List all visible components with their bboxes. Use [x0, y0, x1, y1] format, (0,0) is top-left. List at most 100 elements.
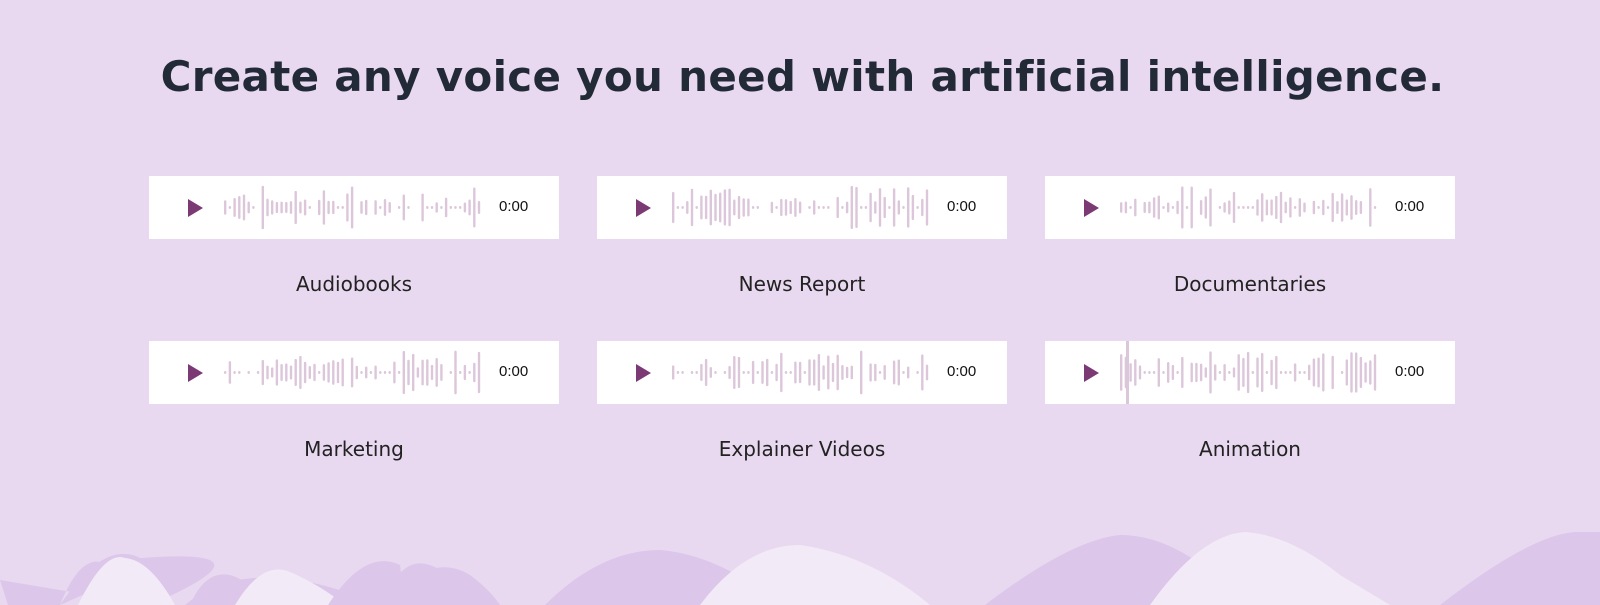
audio-player-marketing[interactable]: 0:00: [149, 341, 559, 404]
waveform-bar: [1289, 197, 1292, 218]
play-icon[interactable]: [188, 199, 203, 217]
waveform-bar: [813, 359, 816, 386]
waveform-bar: [916, 371, 919, 374]
playhead[interactable]: [1126, 341, 1129, 404]
waveform-bar: [271, 200, 274, 215]
waveform-bar: [907, 366, 910, 379]
waveform-bar: [1171, 364, 1175, 381]
waveform-bar: [1134, 359, 1137, 386]
waveform-bar: [308, 206, 311, 209]
waveform-bar: [1256, 199, 1259, 216]
waveform-bar: [318, 371, 321, 374]
waveform-bar: [1289, 371, 1292, 374]
audio-player-audiobooks[interactable]: 0:00: [149, 176, 559, 239]
waveform-bar: [770, 371, 774, 374]
playback-time: 0:00: [499, 363, 529, 380]
waveform-bar: [1331, 355, 1334, 390]
waveform-bar: [808, 206, 811, 209]
waveform-bar: [238, 371, 241, 374]
waveform-bar: [681, 371, 684, 374]
waveform-bar: [1204, 196, 1207, 219]
waveform-bar: [714, 371, 717, 374]
waveform-bar: [1256, 357, 1259, 388]
waveform-bar: [1298, 198, 1301, 217]
waveform-bar: [1251, 371, 1254, 374]
waveform-bar: [233, 198, 236, 217]
waveform-bar: [897, 359, 900, 386]
waveform-bar: [1284, 201, 1287, 214]
waveform-bar: [1204, 367, 1207, 378]
audio-player-news-report[interactable]: 0:00: [597, 176, 1007, 239]
player-label: Explainer Videos: [718, 437, 886, 461]
waveform-bar: [454, 350, 457, 395]
play-icon[interactable]: [636, 199, 651, 217]
waveform-bar: [426, 359, 429, 386]
waveform-bar: [1242, 206, 1245, 209]
waveform-bar: [1195, 362, 1198, 383]
waveform-bar: [921, 354, 924, 391]
waveform-bar: [430, 364, 434, 381]
waveform-bar: [1176, 371, 1179, 374]
waveform-seekbar[interactable]: [1119, 349, 1379, 396]
waveform-bar: [421, 359, 424, 386]
waveform-bar: [1326, 206, 1330, 209]
waveform-bar: [303, 361, 307, 384]
audio-player-animation[interactable]: 0:00: [1045, 341, 1455, 404]
play-icon[interactable]: [1084, 199, 1099, 217]
playback-time: 0:00: [499, 198, 529, 215]
play-icon[interactable]: [1084, 364, 1099, 382]
waveform-bar: [1162, 371, 1165, 374]
waveform-bar: [327, 200, 330, 215]
waveform-bar: [925, 364, 929, 381]
waveform-seekbar[interactable]: [223, 349, 483, 396]
waveform-seekbar[interactable]: [223, 184, 483, 231]
waveform-bar: [709, 367, 712, 378]
waveform-bar: [294, 358, 297, 387]
waveform-bar: [1317, 206, 1320, 209]
waveform-bar: [1279, 191, 1283, 224]
player-label: Animation: [1199, 437, 1301, 461]
waveform-bar: [346, 193, 349, 222]
waveform-bar: [714, 193, 717, 222]
waveform-bar: [1350, 352, 1353, 393]
waveform-bar: [1359, 356, 1363, 389]
waveform-bar: [1261, 352, 1264, 393]
waveform-bar: [1298, 371, 1301, 374]
waveform-bar: [224, 200, 227, 215]
waveform-bar: [285, 201, 288, 214]
audio-player-explainer-videos[interactable]: 0:00: [597, 341, 1007, 404]
waveform-bar: [355, 365, 358, 380]
waveform-bar: [1232, 367, 1236, 378]
waveform-bar: [369, 371, 373, 374]
waveform-bar: [261, 185, 264, 230]
waveform-bar: [841, 365, 844, 380]
waveform-bar: [313, 363, 316, 382]
waveform-bar: [1345, 359, 1348, 386]
waveform-seekbar[interactable]: [671, 184, 931, 231]
waveform-bar: [789, 371, 792, 374]
waveform-bar: [1345, 199, 1348, 216]
waveform-bar: [780, 198, 783, 217]
waveform-bar: [775, 206, 778, 209]
waveform-bar: [1143, 371, 1146, 374]
waveform-bar: [1124, 201, 1128, 214]
waveform-bar: [1176, 200, 1179, 215]
waveform-bar: [690, 188, 694, 227]
waveform-seekbar[interactable]: [671, 349, 931, 396]
audio-player-documentaries[interactable]: 0:00: [1045, 176, 1455, 239]
waveform-bar: [1293, 363, 1297, 382]
playback-time: 0:00: [947, 198, 977, 215]
waveform-bar: [841, 206, 844, 209]
waveform-bar: [388, 201, 391, 214]
waveform-bar: [1312, 358, 1316, 387]
waveform-bar: [449, 206, 452, 209]
waveform-bar: [794, 197, 797, 218]
waveform-bar: [845, 366, 849, 379]
waveform-bar: [817, 206, 821, 209]
waveform-seekbar[interactable]: [1119, 184, 1379, 231]
play-icon[interactable]: [636, 364, 651, 382]
waveform-bar: [1138, 365, 1142, 380]
waveform-bar: [1303, 371, 1306, 374]
play-icon[interactable]: [188, 364, 203, 382]
waveform-bar: [860, 350, 863, 395]
